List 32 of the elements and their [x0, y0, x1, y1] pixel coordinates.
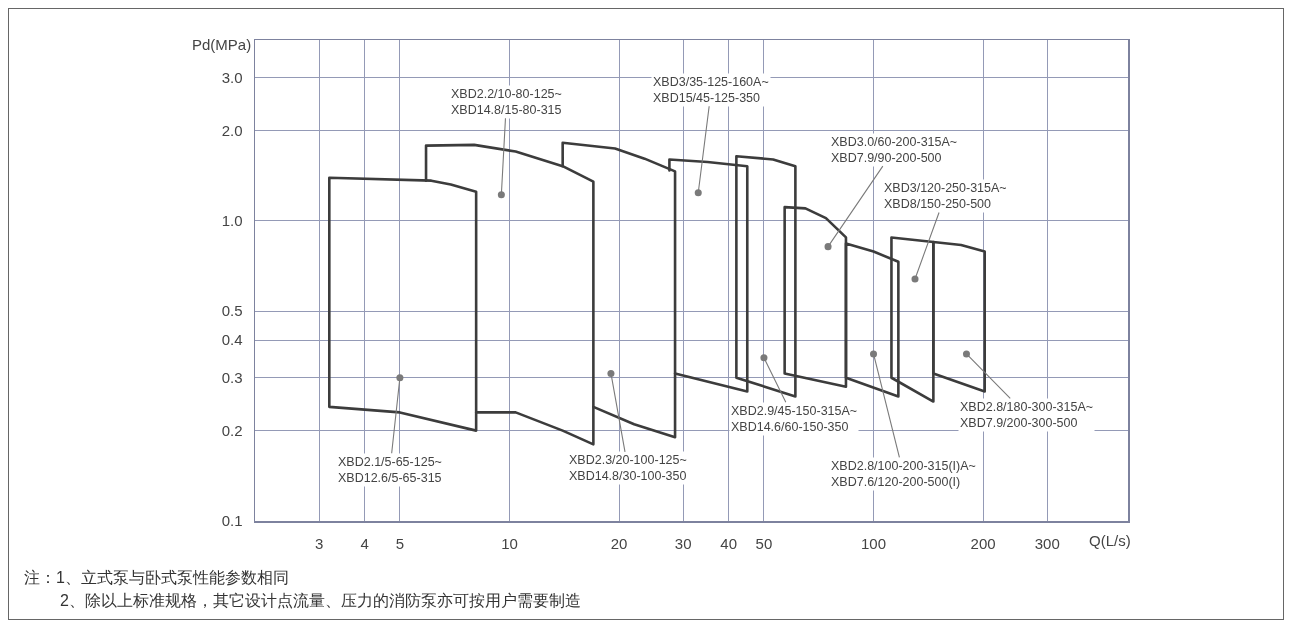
x-tick-label: 200	[970, 534, 996, 552]
y-tick-label: 1.0	[221, 212, 243, 230]
y-axis-title: Pd(MPa)	[192, 36, 252, 53]
x-tick-label: 5	[395, 534, 405, 552]
annotation: XBD3/120-250-315A~ XBD8/150-250-500	[884, 181, 1007, 212]
y-tick-label: 0.5	[221, 302, 243, 320]
y-tick-label: 0.1	[221, 512, 243, 530]
text: 注：1、立式泵与卧式泵性能参数相同	[24, 569, 289, 586]
annotation: XBD3.0/60-200-315A~ XBD7.9/90-200-500	[831, 135, 958, 166]
y-tick-label: 3.0	[221, 68, 243, 86]
x-tick-label: 10	[501, 534, 518, 552]
x-tick-label: 20	[610, 534, 628, 552]
y-tick-label: 0.2	[221, 421, 243, 439]
y-tick-label: 0.4	[221, 331, 243, 349]
annotation: XBD3/35-125-160A~ XBD15/45-125-350	[653, 75, 769, 106]
x-tick-label: 100	[861, 534, 887, 552]
annotation: XBD2.9/45-150-315A~ XBD14.6/60-150-350	[731, 404, 858, 435]
x-tick-label: 3	[314, 534, 324, 552]
x-tick-label: 4	[360, 534, 369, 552]
annotation: XBD2.1/5-65-125~ XBD12.6/5-65-315	[338, 455, 442, 486]
text: 2、除以上标准规格，其它设计点流量、压力的消防泵亦可按用户需要制造	[60, 592, 581, 609]
annotation: XBD2.2/10-80-125~ XBD14.8/15-80-315	[451, 87, 562, 118]
x-tick-label: 40	[720, 534, 737, 552]
y-tick-label: 0.3	[221, 369, 243, 386]
annotation: XBD2.3/20-100-125~ XBD14.8/30-100-350	[569, 453, 687, 484]
x-tick-label: 300	[1034, 534, 1060, 552]
y-tick-label: 2.0	[221, 121, 243, 139]
x-axis-title: Q(L/s)	[1089, 532, 1131, 549]
annotation: XBD2.8/180-300-315A~ XBD7.9/200-300-500	[960, 400, 1094, 431]
annotation: XBD2.8/100-200-315(I)A~ XBD7.6/120-200-500(I)	[831, 459, 976, 490]
x-tick-label: 30	[674, 534, 692, 552]
x-tick-label: 50	[755, 534, 773, 552]
